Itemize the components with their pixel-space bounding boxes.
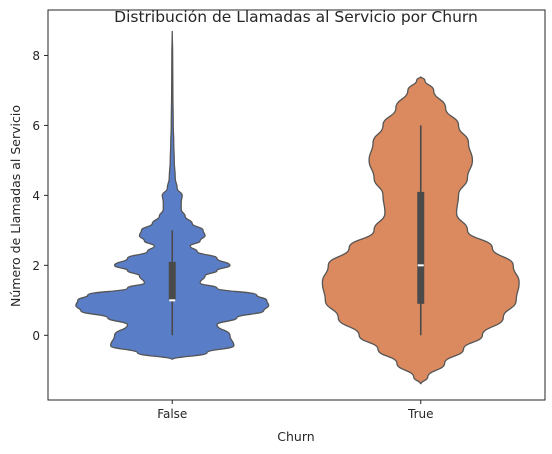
iqr-box-false xyxy=(168,261,176,301)
x-axis-label: Churn xyxy=(277,429,314,444)
chart-title: Distribución de Llamadas al Servicio por… xyxy=(114,8,478,26)
y-tick-label: 8 xyxy=(32,49,40,63)
violin-false xyxy=(75,30,270,361)
plot-area xyxy=(75,30,520,385)
iqr-box-true xyxy=(417,191,425,304)
y-axis-label: Número de Llamadas al Servicio xyxy=(8,105,23,307)
x-tick-label: False xyxy=(157,407,187,421)
x-tick-label: True xyxy=(407,407,434,421)
y-tick-label: 6 xyxy=(32,119,40,133)
x-axis: False True xyxy=(157,400,434,421)
y-tick-label: 2 xyxy=(32,259,40,273)
y-tick-label: 4 xyxy=(32,189,40,203)
y-axis: 0 2 4 6 8 xyxy=(32,49,48,343)
y-tick-label: 0 xyxy=(32,329,40,343)
axes-frame xyxy=(47,9,546,401)
